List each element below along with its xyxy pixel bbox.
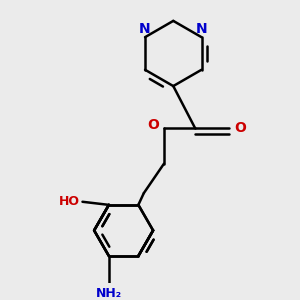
Text: N: N: [196, 22, 207, 36]
Text: NH₂: NH₂: [96, 287, 122, 300]
Text: O: O: [235, 121, 247, 135]
Text: HO: HO: [59, 195, 80, 208]
Text: N: N: [139, 22, 151, 36]
Text: O: O: [147, 118, 159, 132]
